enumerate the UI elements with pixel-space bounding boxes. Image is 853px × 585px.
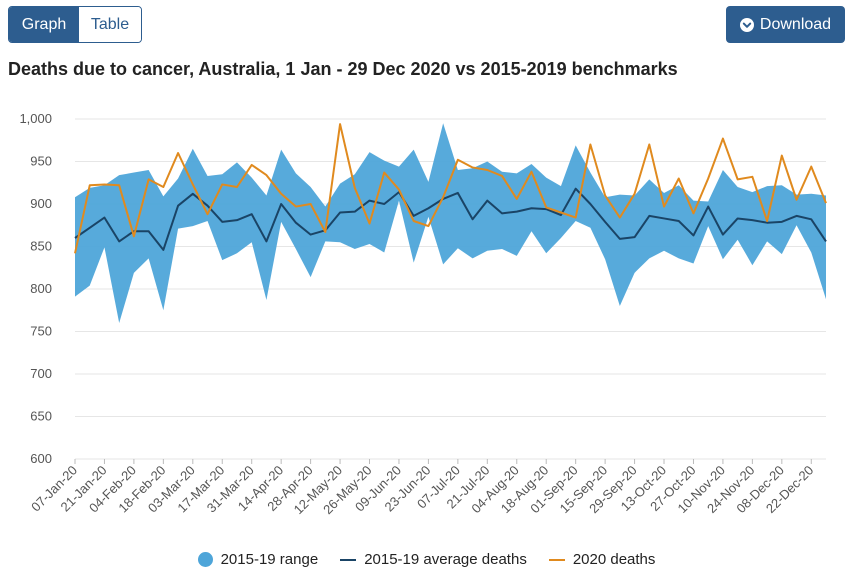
chart-title: Deaths due to cancer, Australia, 1 Jan -… — [8, 59, 678, 79]
y-tick-label: 600 — [30, 451, 52, 466]
y-tick-label: 900 — [30, 196, 52, 211]
download-label: Download — [759, 15, 832, 33]
y-tick-label: 800 — [30, 281, 52, 296]
y-tick-label: 950 — [30, 154, 52, 169]
x-axis: 07-Jan-2021-Jan-2004-Feb-2018-Feb-2003-M… — [28, 459, 816, 517]
table-tab[interactable]: Table — [79, 7, 141, 42]
y-tick-label: 1,000 — [19, 111, 52, 126]
range-area-group — [75, 123, 826, 323]
graph-tab[interactable]: Graph — [9, 7, 79, 42]
deaths-2020-line — [74, 123, 827, 254]
y-tick-label: 700 — [30, 366, 52, 381]
average-swatch — [340, 558, 357, 561]
legend-average-label: 2015-19 average deaths — [364, 551, 527, 568]
chart: 600 650 700 750 800 850 900 950 1,000 07-Jan-202… — [19, 111, 827, 517]
legend: 2015-19 range 2015-19 average deaths 202… — [0, 551, 853, 568]
series-lines — [74, 123, 827, 254]
legend-item-2020[interactable]: 2020 deaths — [548, 551, 656, 568]
legend-range-label: 2015-19 range — [220, 551, 319, 568]
download-button[interactable]: Download — [726, 6, 845, 43]
legend-2020-label: 2020 deaths — [572, 551, 656, 568]
chevron-down-icon — [739, 17, 754, 32]
y-axis: 600 650 700 750 800 850 900 950 1,000 — [19, 111, 52, 466]
deaths-2020-swatch — [548, 558, 565, 561]
range-area — [75, 123, 826, 323]
y-tick-label: 850 — [30, 239, 52, 254]
y-tick-label: 750 — [30, 324, 52, 339]
y-tick-label: 650 — [30, 409, 52, 424]
legend-item-range[interactable]: 2015-19 range — [197, 551, 319, 568]
view-toggle: Graph Table — [8, 6, 142, 43]
range-swatch — [197, 552, 213, 567]
legend-item-average[interactable]: 2015-19 average deaths — [340, 551, 527, 568]
